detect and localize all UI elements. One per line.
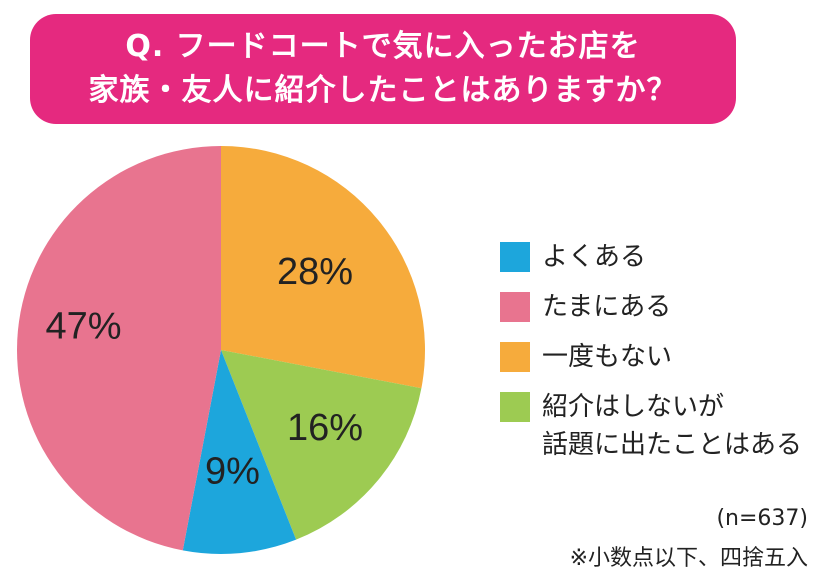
- slice-percent-label: 9%: [205, 450, 260, 492]
- question-title-line-2: 家族・友人に紹介したことはありますか？: [88, 73, 678, 108]
- sample-size-note: (n=637): [716, 506, 808, 531]
- question-title-banner: Q. フードコートで気に入ったお店を 家族・友人に紹介したことはありますか？: [30, 14, 736, 124]
- legend-item-yoku-aru: よくある: [500, 238, 818, 276]
- legend-label: 紹介はしないが 話題に出たことはある: [542, 392, 803, 460]
- legend-label: 一度もない: [542, 342, 673, 372]
- pie-slice: [182, 350, 297, 554]
- pie-slice: [17, 146, 221, 551]
- legend-item-tama-ni-aru: たまにある: [500, 288, 818, 326]
- legend-item-wadai-ni-deta: 紹介はしないが 話題に出たことはある: [500, 388, 818, 464]
- pie-slice: [221, 146, 425, 389]
- legend-swatch: [500, 242, 530, 272]
- chart-legend: よくある たまにある 一度もない 紹介はしないが 話題に出たことはある: [500, 238, 818, 476]
- pie-slice: [221, 350, 422, 540]
- question-title-line-1: Q. フードコートで気に入ったお店を: [125, 29, 641, 64]
- slice-percent-label: 47%: [46, 306, 122, 348]
- legend-swatch: [500, 392, 530, 422]
- legend-item-ichido-mo-nai: 一度もない: [500, 338, 818, 376]
- slice-percent-label: 28%: [277, 251, 353, 293]
- legend-swatch: [500, 292, 530, 322]
- legend-label: たまにある: [542, 292, 672, 322]
- rounding-note: ※小数点以下、四捨五入: [569, 546, 808, 571]
- legend-label: よくある: [542, 242, 647, 272]
- legend-swatch: [500, 342, 530, 372]
- slice-percent-label: 16%: [287, 407, 363, 449]
